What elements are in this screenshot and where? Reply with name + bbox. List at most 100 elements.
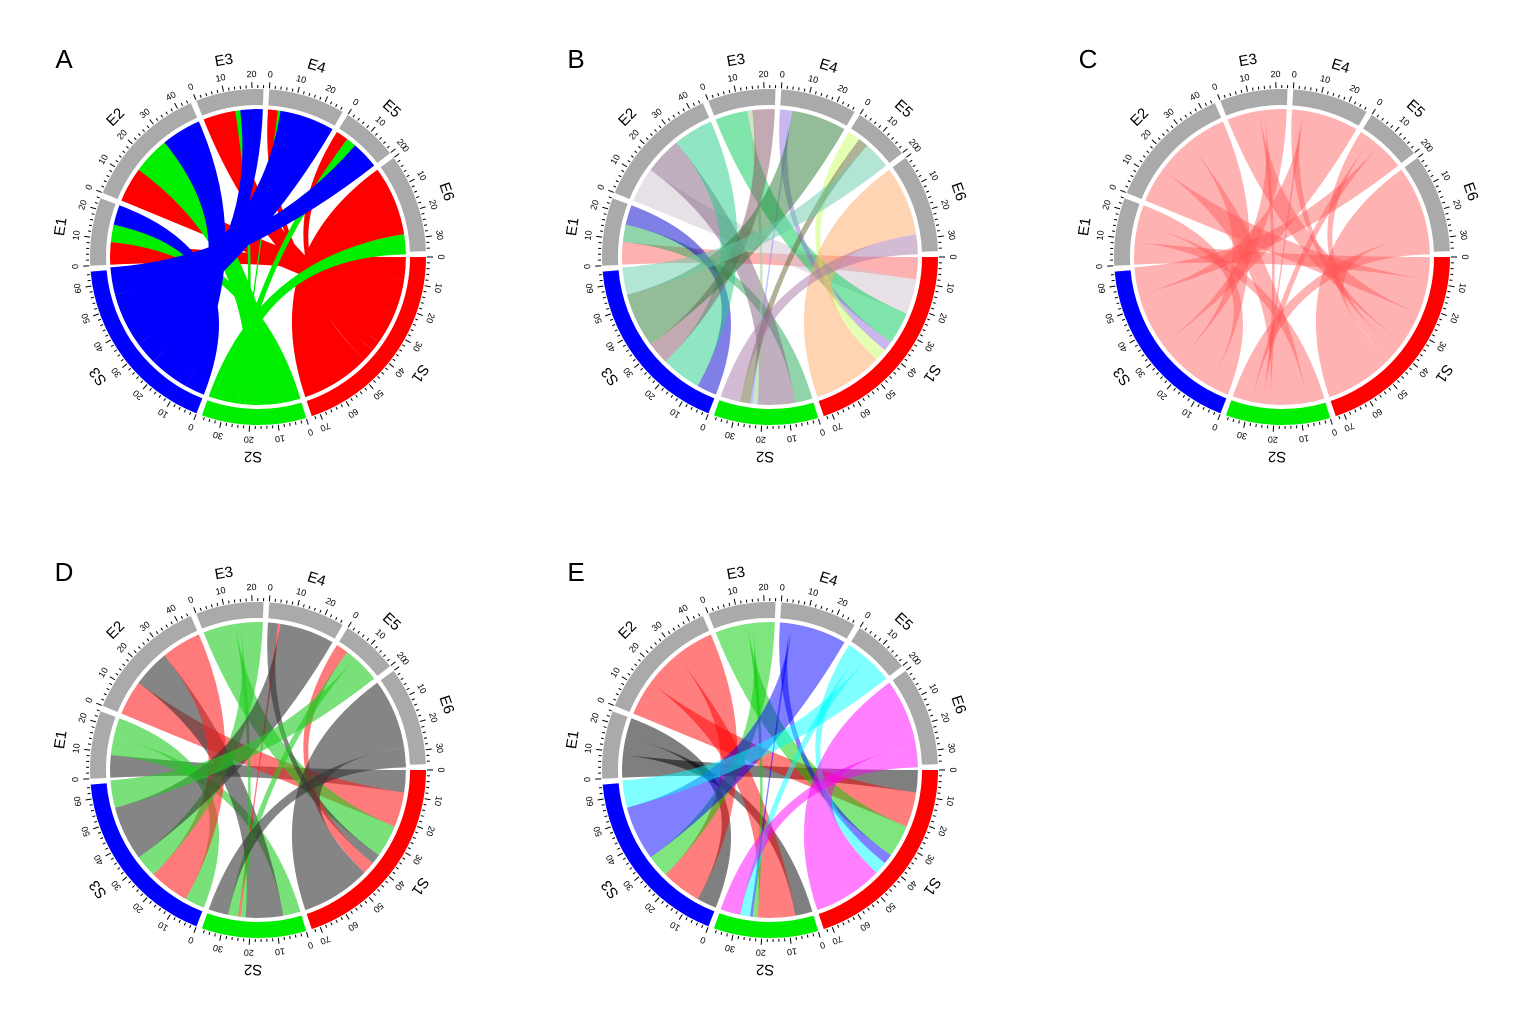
tick-mark	[406, 687, 410, 691]
tick-label: 20	[907, 650, 921, 664]
link-s3-e3	[650, 622, 775, 875]
tick-mark	[183, 409, 186, 413]
tick-mark	[869, 630, 872, 634]
sector-label-e4: E4	[305, 55, 328, 77]
tick-mark	[806, 934, 809, 938]
tick-label: 30	[411, 853, 425, 867]
tick-label: 30	[946, 742, 957, 753]
tick-label: 20	[1419, 137, 1433, 151]
tick-mark	[357, 117, 360, 121]
tick-mark	[357, 630, 360, 634]
tick-mark	[214, 933, 216, 937]
tick-mark	[1401, 376, 1405, 379]
sector-band-e1	[602, 198, 628, 266]
tick-mark	[420, 302, 424, 304]
tick-mark	[225, 935, 228, 940]
tick-mark	[1210, 100, 1213, 104]
tick-label: 0	[83, 696, 94, 704]
tick-mark	[847, 406, 850, 410]
tick-mark	[221, 598, 224, 605]
tick-mark	[930, 201, 934, 204]
tick-mark	[300, 420, 303, 424]
tick-mark	[115, 672, 119, 676]
tick-mark	[335, 616, 338, 621]
tick-mark	[917, 852, 923, 857]
tick-mark	[661, 387, 664, 391]
sector-label-s1: S1	[1432, 361, 1457, 386]
tick-label: 0	[780, 582, 786, 592]
tick-mark	[91, 726, 95, 728]
tick-mark	[158, 907, 162, 911]
tick-mark	[423, 737, 428, 739]
tick-mark	[127, 139, 133, 145]
tick-mark	[1324, 420, 1327, 424]
tick-mark	[654, 897, 660, 903]
tick-mark	[1126, 329, 1130, 332]
link-s3-e2	[665, 121, 738, 387]
link-s3-e3	[138, 622, 263, 875]
tick-mark	[602, 719, 609, 723]
tick-mark	[798, 600, 800, 604]
tick-label: 60	[346, 406, 360, 420]
tick-mark	[84, 748, 91, 751]
tick-mark	[420, 815, 424, 817]
tick-mark	[399, 349, 403, 352]
tick-mark	[355, 394, 358, 398]
link-s2-e4	[1262, 110, 1305, 404]
link-s2-e1	[110, 224, 301, 403]
tick-mark	[711, 607, 714, 611]
tick-mark	[392, 871, 396, 875]
tick-label: 30	[923, 340, 937, 354]
links	[622, 109, 918, 406]
tick-mark	[621, 676, 628, 681]
tick-mark	[596, 235, 603, 238]
tick-mark	[410, 842, 414, 845]
tick-mark	[935, 224, 940, 226]
tick-mark	[219, 934, 222, 941]
tick-mark	[596, 748, 603, 751]
tick-mark	[629, 354, 633, 357]
tick-label: 50	[79, 825, 92, 838]
tick-mark	[1447, 290, 1451, 293]
tick-mark	[90, 809, 94, 812]
tick-mark	[137, 646, 141, 649]
tick-mark	[425, 235, 432, 238]
tick-mark	[90, 206, 97, 210]
sector-band-s2	[201, 913, 307, 938]
tick-mark	[909, 672, 913, 676]
sector-label-e6: E6	[947, 180, 969, 203]
tick-mark	[678, 401, 683, 407]
tick-mark	[1114, 218, 1118, 221]
sector-inner-gap	[1131, 204, 1144, 265]
link-s3-e4	[626, 623, 845, 858]
sector-inner-gap	[1231, 396, 1326, 408]
tick-mark	[906, 666, 912, 671]
tick-mark	[1446, 218, 1450, 221]
sector-label-e2: E2	[615, 105, 640, 130]
tick-mark	[726, 933, 728, 937]
tick-mark	[132, 885, 135, 888]
tick-mark	[90, 731, 94, 734]
tick-mark	[313, 94, 316, 98]
link-s2-e6	[720, 234, 918, 402]
tick-label: 50	[1395, 388, 1409, 402]
tick-mark	[1229, 92, 1232, 97]
tick-mark	[407, 847, 411, 850]
links	[110, 109, 407, 406]
tick-mark	[140, 380, 144, 384]
tick-label: 20	[758, 69, 768, 79]
tick-mark	[733, 85, 736, 92]
tick-mark	[921, 691, 927, 696]
sector-label-s1: S1	[408, 874, 433, 899]
tick-mark	[409, 178, 415, 183]
tick-mark	[720, 931, 723, 936]
sector-band-e5	[339, 114, 391, 164]
tick-mark	[88, 224, 93, 227]
tick-mark	[831, 609, 834, 613]
link-s3-e2	[1177, 121, 1250, 387]
tick-label: 30	[1133, 366, 1147, 380]
tick-mark	[923, 185, 927, 188]
tick-mark	[634, 663, 638, 667]
tick-mark	[604, 815, 608, 818]
tick-mark	[1424, 164, 1428, 168]
